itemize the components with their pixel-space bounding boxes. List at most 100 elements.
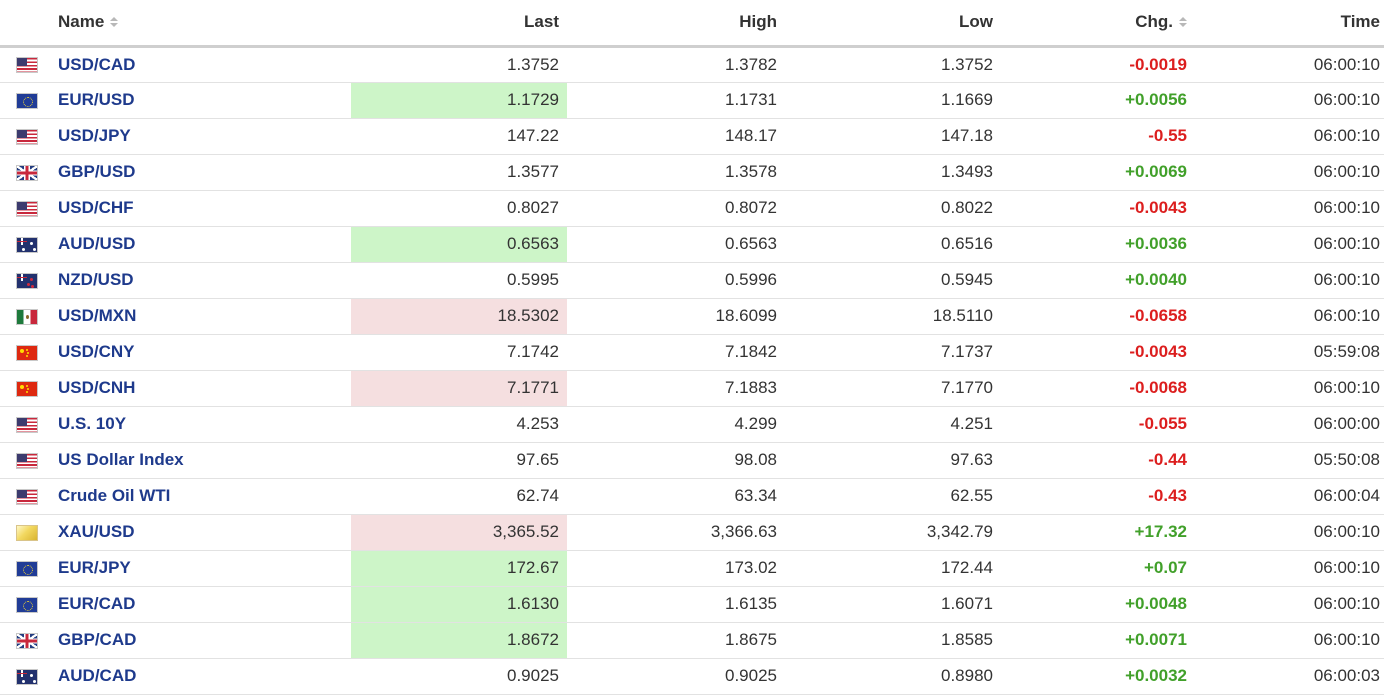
last-price: 18.5302 (351, 298, 567, 335)
update-time: 06:00:10 (1195, 82, 1384, 119)
instrument-link[interactable]: AUD/CAD (58, 666, 137, 685)
instrument-link[interactable]: USD/CNY (58, 342, 135, 361)
low-price: 0.8022 (785, 190, 1001, 227)
table-row[interactable]: EUR/USD 1.1729 1.1731 1.1669 +0.0056 06:00:10 (0, 82, 1384, 119)
header-low[interactable]: Low (785, 0, 1001, 48)
flag-cell (0, 622, 50, 659)
header-high[interactable]: High (567, 0, 785, 48)
last-price: 62.74 (351, 478, 567, 515)
flag-cell (0, 586, 50, 623)
flag-cell (0, 118, 50, 155)
table-row[interactable]: USD/CHF 0.8027 0.8072 0.8022 -0.0043 06:00:10 (0, 190, 1384, 227)
flag-cell (0, 46, 50, 83)
flag-cell (0, 514, 50, 551)
instrument-link[interactable]: EUR/USD (58, 90, 135, 109)
low-price: 172.44 (785, 550, 1001, 587)
table-row[interactable]: NZD/USD 0.5995 0.5996 0.5945 +0.0040 06:00:10 (0, 262, 1384, 299)
table-row[interactable]: EUR/JPY 172.67 173.02 172.44 +0.07 06:00:10 (0, 550, 1384, 587)
instrument-link[interactable]: AUD/USD (58, 234, 136, 253)
table-row[interactable]: U.S. 10Y 4.253 4.299 4.251 -0.055 06:00:00 (0, 406, 1384, 443)
instrument-name-cell: US Dollar Index (50, 442, 351, 479)
header-chg-label: Chg. (1135, 12, 1173, 32)
low-price: 147.18 (785, 118, 1001, 155)
instrument-link[interactable]: Crude Oil WTI (58, 486, 171, 505)
table-row[interactable]: Crude Oil WTI 62.74 63.34 62.55 -0.43 06:00:0… (0, 478, 1384, 515)
us-flag-icon (16, 488, 38, 505)
update-time: 06:00:10 (1195, 370, 1384, 407)
high-price: 4.299 (567, 406, 785, 443)
instrument-link[interactable]: U.S. 10Y (58, 414, 127, 433)
update-time: 06:00:10 (1195, 550, 1384, 587)
instrument-link[interactable]: USD/CNH (58, 378, 136, 397)
instrument-link[interactable]: USD/JPY (58, 126, 131, 145)
last-price: 1.8672 (351, 622, 567, 659)
update-time: 05:59:08 (1195, 334, 1384, 371)
low-price: 0.6516 (785, 226, 1001, 263)
low-price: 7.1770 (785, 370, 1001, 407)
table-row[interactable]: AUD/CAD 0.9025 0.9025 0.8980 +0.0032 06:00:03 (0, 658, 1384, 695)
high-price: 148.17 (567, 118, 785, 155)
instrument-link[interactable]: EUR/JPY (58, 558, 131, 577)
change-value: +0.0069 (1001, 154, 1195, 191)
change-value: +0.07 (1001, 550, 1195, 587)
instrument-name-cell: GBP/CAD (50, 622, 351, 659)
table-row[interactable]: XAU/USD 3,365.52 3,366.63 3,342.79 +17.32 06:… (0, 514, 1384, 551)
eu-flag-icon (16, 596, 38, 613)
instrument-link[interactable]: US Dollar Index (58, 450, 184, 469)
low-price: 1.3752 (785, 46, 1001, 83)
high-price: 7.1842 (567, 334, 785, 371)
low-price: 1.6071 (785, 586, 1001, 623)
instrument-link[interactable]: USD/CHF (58, 198, 134, 217)
high-price: 0.9025 (567, 658, 785, 695)
high-price: 98.08 (567, 442, 785, 479)
mx-flag-icon (16, 308, 38, 325)
sort-icon[interactable] (1179, 16, 1187, 27)
instrument-link[interactable]: XAU/USD (58, 522, 135, 541)
last-price: 1.6130 (351, 586, 567, 623)
change-value: +0.0071 (1001, 622, 1195, 659)
header-time[interactable]: Time (1195, 0, 1384, 48)
table-row[interactable]: AUD/USD 0.6563 0.6563 0.6516 +0.0036 06:00:10 (0, 226, 1384, 263)
table-row[interactable]: USD/CAD 1.3752 1.3782 1.3752 -0.0019 06:00:10 (0, 46, 1384, 83)
table-row[interactable]: GBP/CAD 1.8672 1.8675 1.8585 +0.0071 06:00:10 (0, 622, 1384, 659)
table-row[interactable]: GBP/USD 1.3577 1.3578 1.3493 +0.0069 06:00:10 (0, 154, 1384, 191)
high-price: 0.8072 (567, 190, 785, 227)
table-row[interactable]: USD/MXN 18.5302 18.6099 18.5110 -0.0658 06:00… (0, 298, 1384, 335)
low-price: 62.55 (785, 478, 1001, 515)
instrument-link[interactable]: GBP/CAD (58, 630, 137, 649)
table-row[interactable]: EUR/CAD 1.6130 1.6135 1.6071 +0.0048 06:00:10 (0, 586, 1384, 623)
instrument-link[interactable]: USD/CAD (58, 54, 136, 74)
flag-cell (0, 154, 50, 191)
last-price: 1.3752 (351, 46, 567, 83)
high-price: 173.02 (567, 550, 785, 587)
header-chg[interactable]: Chg. (1001, 0, 1195, 48)
instrument-link[interactable]: EUR/CAD (58, 594, 136, 613)
header-last[interactable]: Last (351, 0, 567, 48)
high-price: 7.1883 (567, 370, 785, 407)
instrument-link[interactable]: NZD/USD (58, 270, 134, 289)
last-price: 7.1742 (351, 334, 567, 371)
flag-cell (0, 406, 50, 443)
change-value: +0.0032 (1001, 658, 1195, 695)
high-price: 3,366.63 (567, 514, 785, 551)
table-row[interactable]: US Dollar Index 97.65 98.08 97.63 -0.44 05:50… (0, 442, 1384, 479)
cn-flag-icon (16, 380, 38, 397)
header-name[interactable]: Name (50, 0, 351, 48)
flag-cell (0, 82, 50, 119)
header-flag-column (0, 0, 50, 48)
table-row[interactable]: USD/CNH 7.1771 7.1883 7.1770 -0.0068 06:00:10 (0, 370, 1384, 407)
eu-flag-icon (16, 92, 38, 109)
sort-icon[interactable] (110, 16, 119, 27)
instrument-name-cell: EUR/CAD (50, 586, 351, 623)
table-row[interactable]: USD/JPY 147.22 148.17 147.18 -0.55 06:00:10 (0, 118, 1384, 155)
instrument-name-cell: USD/CHF (50, 190, 351, 227)
update-time: 06:00:10 (1195, 118, 1384, 155)
gb-flag-icon (16, 164, 38, 181)
instrument-link[interactable]: USD/MXN (58, 306, 137, 325)
instrument-link[interactable]: GBP/USD (58, 162, 136, 181)
table-row[interactable]: USD/CNY 7.1742 7.1842 7.1737 -0.0043 05:59:08 (0, 334, 1384, 371)
instrument-name-cell: USD/CNH (50, 370, 351, 407)
change-value: -0.055 (1001, 406, 1195, 443)
update-time: 06:00:10 (1195, 622, 1384, 659)
